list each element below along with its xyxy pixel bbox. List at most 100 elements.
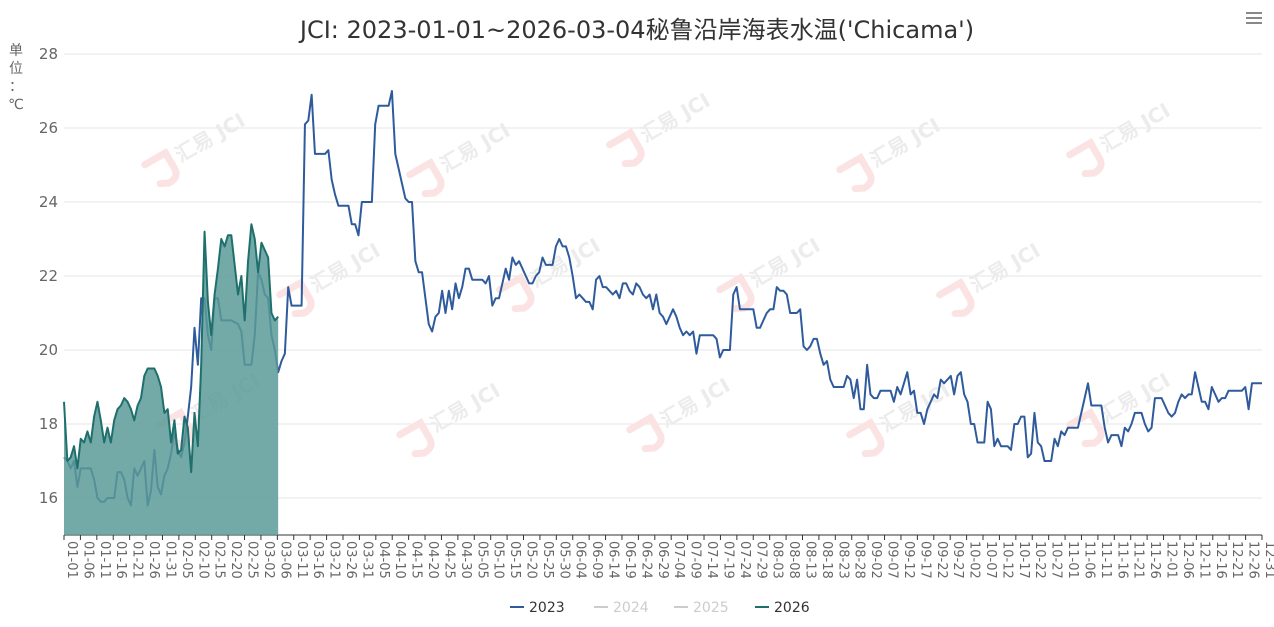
x-tick-label: 11-16 [1114, 541, 1129, 579]
x-tick-label: 07-29 [753, 541, 768, 579]
x-tick-label: 07-24 [737, 541, 752, 579]
x-tick-label: 12-26 [1246, 541, 1261, 579]
x-tick-label: 04-05 [376, 541, 391, 579]
legend-label: 2024 [613, 600, 649, 616]
legend-item-2024[interactable]: 2024 [594, 600, 649, 616]
x-tick-label: 09-02 [868, 541, 883, 579]
x-tick-label: 08-13 [802, 541, 817, 579]
x-tick-label: 01-06 [80, 541, 95, 579]
x-tick-label: 02-05 [179, 541, 194, 579]
x-tick-label: 06-19 [622, 541, 637, 579]
x-tick-label: 07-19 [720, 541, 735, 579]
watermark-logo-mark [836, 153, 875, 193]
x-tick-label: 09-07 [885, 541, 900, 579]
y-axis-unit-label: 单位 ： ℃ [8, 43, 24, 113]
legend-item-2026[interactable]: 2026 [755, 600, 810, 616]
x-tick-label: 04-30 [458, 541, 473, 579]
legend-label: 2025 [693, 600, 729, 616]
x-tick-label: 04-20 [425, 541, 440, 579]
y-axis-ticks: 16 18 20 22 24 26 28 [39, 45, 58, 507]
y-unit-char: 位 [9, 61, 23, 77]
x-tick-label: 07-04 [671, 541, 686, 579]
y-unit-char: 单 [9, 43, 23, 59]
x-tick-label: 12-31 [1262, 541, 1274, 579]
x-tick-label: 05-10 [491, 541, 506, 579]
x-tick-label: 10-27 [1049, 541, 1064, 579]
watermark: 汇易 JCI [496, 233, 604, 313]
watermark: 汇易 JCI [396, 378, 504, 458]
x-tick-label: 08-23 [835, 541, 850, 579]
watermark: 汇易 JCI [936, 238, 1044, 318]
y-tick-label: 26 [39, 119, 58, 137]
x-tick-label: 03-06 [277, 541, 292, 579]
watermark-text: 汇易 JCI [526, 233, 604, 292]
x-tick-label: 01-31 [162, 541, 177, 579]
x-tick-label: 04-25 [441, 541, 456, 579]
watermark-text: 汇易 JCI [746, 233, 824, 292]
x-tick-label: 02-20 [228, 541, 243, 579]
watermark-logo-mark [496, 273, 535, 313]
x-tick-label: 03-21 [327, 541, 342, 579]
x-tick-label: 10-07 [983, 541, 998, 579]
x-tick-label: 03-26 [343, 541, 358, 579]
x-tick-label: 06-09 [589, 541, 604, 579]
x-tick-label: 03-11 [294, 541, 309, 579]
x-tick-label: 08-03 [770, 541, 785, 579]
x-tick-label: 06-14 [606, 541, 621, 579]
x-tick-label: 08-28 [852, 541, 867, 579]
watermark-logo-mark [626, 413, 665, 453]
x-tick-label: 10-12 [999, 541, 1014, 579]
x-tick-label: 01-26 [146, 541, 161, 579]
watermark: 汇易 JCI [406, 118, 514, 198]
x-tick-label: 09-22 [934, 541, 949, 579]
x-tick-label: 12-01 [1164, 541, 1179, 579]
watermark-text: 汇易 JCI [876, 378, 954, 437]
x-tick-label: 01-21 [130, 541, 145, 579]
legend-item-2023[interactable]: 2023 [510, 600, 565, 616]
legend-item-2025[interactable]: 2025 [674, 600, 729, 616]
x-tick-label: 12-21 [1229, 541, 1244, 579]
watermark-text: 汇易 JCI [866, 113, 944, 172]
x-tick-label: 09-27 [950, 541, 965, 579]
watermark-logo-mark [406, 158, 445, 198]
x-tick-label: 09-12 [901, 541, 916, 579]
watermark-logo-mark [141, 148, 180, 188]
x-tick-label: 11-26 [1147, 541, 1162, 579]
x-tick-label: 07-14 [704, 541, 719, 579]
x-tick-label: 04-15 [409, 541, 424, 579]
legend-label: 2026 [774, 600, 810, 616]
x-tick-label: 10-02 [967, 541, 982, 579]
x-tick-label: 02-10 [195, 541, 210, 579]
watermark-text: 汇易 JCI [656, 373, 734, 432]
watermark-text: 汇易 JCI [171, 108, 249, 167]
x-tick-label: 08-18 [819, 541, 834, 579]
x-tick-label: 11-06 [1081, 541, 1096, 579]
x-tick-label: 05-05 [474, 541, 489, 579]
y-unit-char: ： [9, 79, 23, 95]
x-tick-label: 05-30 [556, 541, 571, 579]
y-tick-label: 28 [39, 45, 58, 63]
x-tick-label: 02-15 [212, 541, 227, 579]
watermark-logo-mark [716, 273, 755, 313]
watermark: 汇易 JCI [626, 373, 734, 453]
watermark: 汇易 JCI [716, 233, 824, 313]
watermark-text: 汇易 JCI [636, 88, 714, 147]
x-tick-label: 11-21 [1131, 541, 1146, 579]
x-tick-label: 12-16 [1213, 541, 1228, 579]
legend-label: 2023 [529, 600, 565, 616]
x-tick-label: 10-17 [1016, 541, 1031, 579]
x-tick-label: 12-06 [1180, 541, 1195, 579]
watermark-text: 汇易 JCI [426, 378, 504, 437]
watermark-text: 汇易 JCI [1096, 368, 1174, 427]
x-tick-label: 03-16 [310, 541, 325, 579]
x-tick-label: 11-01 [1065, 541, 1080, 579]
series-2026-area [64, 224, 279, 535]
x-tick-label: 06-04 [573, 541, 588, 579]
x-tick-label: 11-11 [1098, 541, 1113, 579]
hamburger-menu-icon[interactable] [1242, 10, 1266, 32]
watermark-text: 汇易 JCI [306, 238, 384, 297]
watermark-logo-mark [396, 418, 435, 458]
y-tick-label: 24 [39, 193, 58, 211]
